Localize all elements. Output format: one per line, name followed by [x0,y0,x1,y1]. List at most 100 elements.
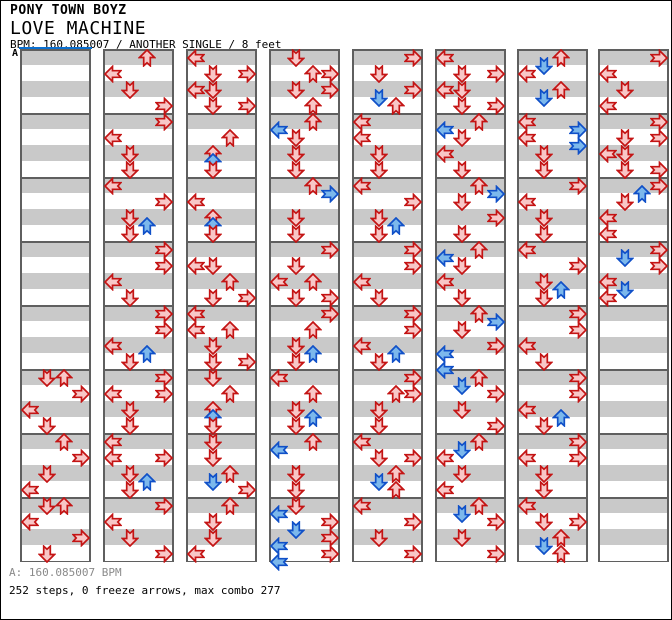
measure-block [188,177,255,241]
note-arrow-left-icon [104,65,122,83]
note-arrow-down-icon [370,289,388,307]
note-arrow-right-icon [569,513,587,531]
note-arrow-up-icon [470,369,488,387]
note-arrow-right-icon [155,369,173,387]
note-arrow-left-icon [599,65,617,83]
note-arrow-right-icon [569,137,587,155]
note-arrow-left-icon [599,145,617,163]
note-arrow-left-icon [436,249,454,267]
note-arrow-down-icon [287,145,305,163]
note-arrow-down-icon [370,65,388,83]
measure-block [22,49,89,113]
note-arrow-left-icon [436,449,454,467]
note-arrow-left-icon [104,385,122,403]
note-arrow-left-icon [599,225,617,243]
note-arrow-right-icon [404,513,422,531]
note-arrow-down-icon [535,89,553,107]
note-arrow-down-icon [453,505,471,523]
note-arrow-left-icon [104,337,122,355]
note-arrow-down-icon [121,353,139,371]
note-arrow-left-icon [104,273,122,291]
note-arrow-right-icon [155,305,173,323]
note-arrow-up-icon [304,65,322,83]
note-arrow-up-icon [552,49,570,67]
note-arrow-left-icon [187,49,205,67]
note-arrow-down-icon [453,321,471,339]
note-arrow-right-icon [650,129,668,147]
note-arrow-right-icon [72,385,90,403]
note-arrow-up-icon [470,113,488,131]
note-arrow-left-icon [436,361,454,379]
note-arrow-left-icon [436,49,454,67]
note-arrow-left-icon [518,65,536,83]
note-arrow-up-icon [55,369,73,387]
note-arrow-up-icon [470,305,488,323]
note-arrow-right-icon [321,185,339,203]
note-arrow-left-icon [599,209,617,227]
note-arrow-up-icon [470,177,488,195]
note-arrow-left-icon [187,305,205,323]
note-arrow-up-icon [304,97,322,115]
note-arrow-down-icon [121,481,139,499]
note-arrow-down-icon [121,161,139,179]
measure-block [437,241,504,305]
note-arrow-down-icon [370,401,388,419]
note-arrow-right-icon [404,321,422,339]
note-arrow-down-icon [535,289,553,307]
note-arrow-down-icon [616,129,634,147]
note-arrow-left-icon [187,545,205,563]
note-arrow-right-icon [238,481,256,499]
measure-column [103,49,174,562]
note-arrow-down-icon [287,225,305,243]
note-arrow-left-icon [518,241,536,259]
note-arrow-down-icon [616,81,634,99]
note-arrow-up-icon [304,113,322,131]
note-arrow-down-icon [204,225,222,243]
note-arrow-left-icon [599,273,617,291]
note-arrow-right-icon [404,369,422,387]
note-arrow-down-icon [121,465,139,483]
note-arrow-left-icon [518,337,536,355]
measure-block [600,497,667,561]
note-arrow-left-icon [187,321,205,339]
note-arrow-left-icon [270,553,288,571]
measure-block [600,433,667,497]
note-arrow-up-icon [304,273,322,291]
note-arrow-up-icon [221,129,239,147]
note-arrow-right-icon [238,65,256,83]
note-arrow-left-icon [518,449,536,467]
note-arrow-right-icon [72,449,90,467]
note-arrow-down-icon [453,81,471,99]
note-arrow-up-icon [552,545,570,563]
note-arrow-down-icon [38,417,56,435]
note-arrow-right-icon [155,545,173,563]
measure-block [22,241,89,305]
note-arrow-down-icon [204,433,222,451]
note-arrow-right-icon [238,289,256,307]
note-arrow-down-icon [453,161,471,179]
note-arrow-down-icon [453,97,471,115]
note-arrow-right-icon [487,385,505,403]
note-arrow-down-icon [287,353,305,371]
note-arrow-down-icon [453,65,471,83]
chart-info-line: BPM: 160.085007 / ANOTHER SINGLE / 8 fee… [10,38,282,51]
note-arrow-left-icon [270,369,288,387]
measure-block [22,113,89,177]
note-arrow-left-icon [270,121,288,139]
note-arrow-down-icon [616,145,634,163]
note-arrow-down-icon [287,481,305,499]
note-arrow-right-icon [569,449,587,467]
note-arrow-down-icon [370,529,388,547]
note-arrow-down-icon [535,417,553,435]
measure-column [20,49,91,562]
note-arrow-right-icon [487,417,505,435]
note-arrow-up-icon [304,409,322,427]
note-arrow-up-icon [552,409,570,427]
note-arrow-left-icon [270,537,288,555]
note-arrow-down-icon [535,513,553,531]
note-arrow-down-icon [287,209,305,227]
note-arrow-right-icon [321,305,339,323]
note-arrow-down-icon [453,193,471,211]
note-arrow-up-icon [55,497,73,515]
